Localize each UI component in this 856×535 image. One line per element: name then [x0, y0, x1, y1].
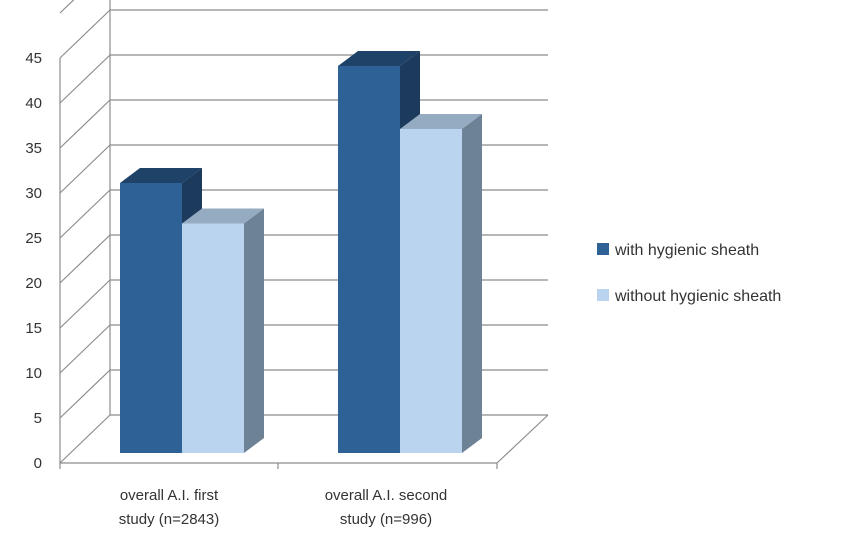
category-label: overall A.I. second study (n=996) [325, 487, 448, 528]
y-tick-label: 45 [25, 50, 42, 67]
y-tick-label: 20 [25, 275, 42, 292]
legend-swatch [597, 289, 609, 301]
y-tick-label: 0 [34, 455, 42, 472]
gridline [60, 0, 548, 13]
legend-swatch [597, 243, 609, 255]
y-tick-label: 35 [25, 140, 42, 157]
y-tick-label: 10 [25, 365, 42, 382]
category-label: overall A.I. first study (n=2843) [119, 487, 219, 528]
y-tick-label: 5 [34, 410, 42, 427]
bars [120, 51, 482, 453]
floor-right-edge [497, 415, 548, 463]
legend-label: without hygienic sheath [614, 288, 781, 305]
legend: with hygienic sheath without hygienic she… [597, 242, 781, 305]
y-tick-label: 25 [25, 230, 42, 247]
bar [400, 114, 482, 453]
category-labels: overall A.I. first study (n=2843) overall … [119, 487, 448, 528]
gridline [60, 55, 548, 103]
bar [182, 209, 264, 454]
legend-label: with hygienic sheath [614, 242, 759, 259]
y-tick-label: 15 [25, 320, 42, 337]
legend-item: with hygienic sheath [597, 242, 759, 259]
y-tick-labels: 0 5 10 15 20 25 30 35 40 45 [25, 50, 42, 472]
gridline [60, 10, 548, 58]
y-tick-label: 40 [25, 95, 42, 112]
legend-item: without hygienic sheath [597, 288, 781, 305]
y-tick-label: 30 [25, 185, 42, 202]
